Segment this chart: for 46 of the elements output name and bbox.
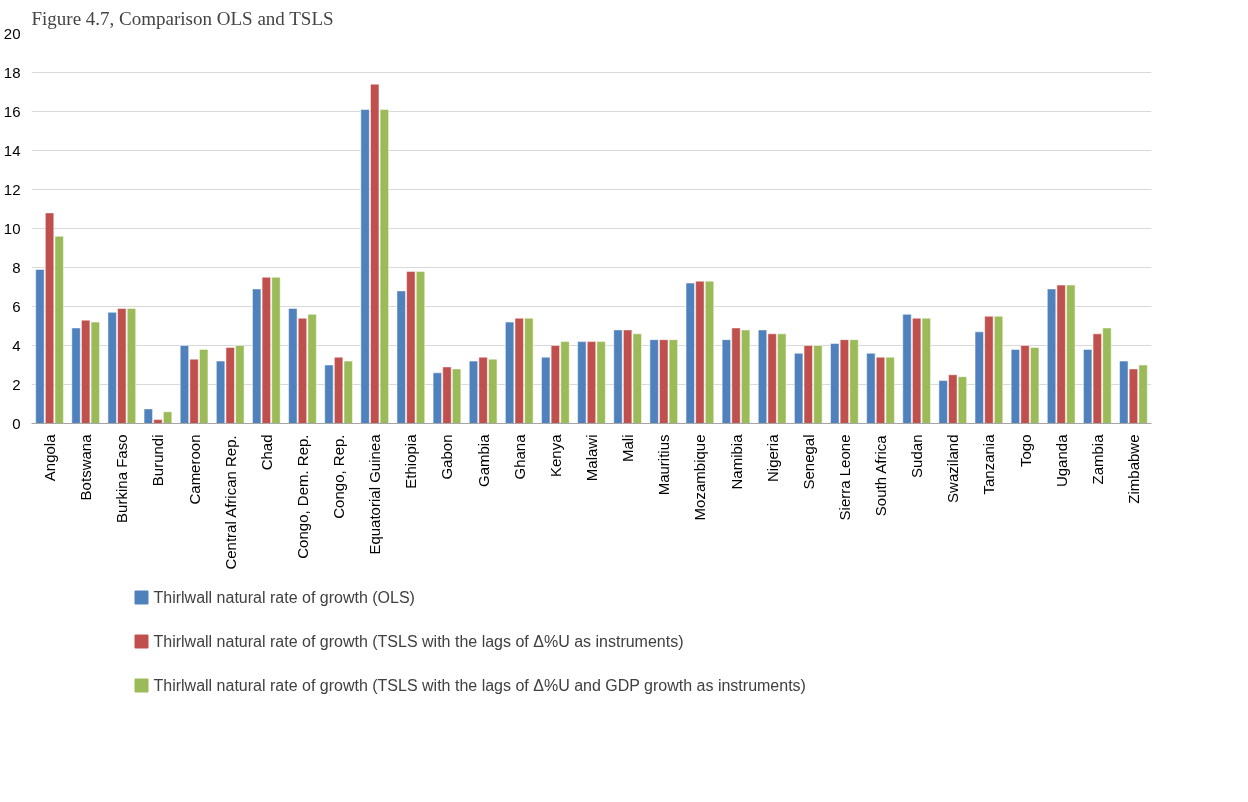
x-tick-label: Swaziland [944, 434, 962, 503]
y-tick-label: 10 [3, 219, 21, 237]
x-tick-label: Ethiopia [402, 433, 420, 489]
y-tick-label: 18 [3, 63, 21, 81]
x-tick-label: Equatorial Guinea [366, 433, 384, 555]
y-tick-label: 8 [12, 258, 21, 276]
x-tick-label: Angola [41, 433, 59, 482]
x-tick-label: Botswana [77, 433, 95, 501]
y-tick-label: 0 [12, 414, 21, 432]
x-tick-label: Cameroon [185, 434, 203, 505]
x-tick-label: Zambia [1088, 433, 1106, 485]
y-tick-label: 20 [3, 24, 21, 42]
x-tick-label: Central African Rep. [221, 435, 239, 570]
x-tick-label: Mauritius [655, 434, 673, 496]
y-tick-label: 12 [3, 180, 21, 198]
x-tick-label: Sierra Leone [835, 434, 853, 521]
x-tick-label: Senegal [799, 434, 817, 490]
x-tick-label: Congo, Dem. Rep. [293, 434, 311, 559]
chart-title: Figure 4.7, Comparison OLS and TSLS [31, 7, 334, 29]
y-tick-label: 6 [12, 297, 21, 315]
x-tick-label: Mozambique [691, 434, 709, 521]
x-tick-label: Togo [1016, 434, 1034, 468]
x-tick-label: Congo, Rep. [330, 434, 348, 519]
y-tick-label: 2 [12, 375, 21, 393]
legend-label: Thirlwall natural rate of growth (OLS) [153, 589, 415, 606]
x-tick-label: Malawi [583, 434, 600, 482]
legend-label: Thirlwall natural rate of growth (TSLS with the lags of Δ%U and GDP growth as instruments) [153, 677, 806, 694]
y-tick-label: 4 [12, 336, 21, 354]
y-tick-label: 16 [3, 102, 21, 120]
y-tick-label: 14 [3, 141, 21, 159]
legend-label: Thirlwall natural rate of growth (TSLS with the lags of Δ%U as instruments) [153, 633, 684, 650]
x-tick-label: Mali [619, 434, 637, 462]
x-tick-label: Tanzania [980, 433, 998, 495]
x-tick-label: Uganda [1052, 433, 1070, 488]
x-tick-label: Namibia [727, 433, 745, 490]
x-tick-label: Ghana [510, 433, 528, 480]
x-tick-label: Gambia [474, 433, 492, 488]
x-tick-label: Kenya [546, 433, 564, 478]
x-tick-label: South Africa [872, 434, 890, 517]
x-tick-label: Zimbabwe [1124, 434, 1142, 504]
x-tick-label: Burundi [149, 434, 167, 487]
x-tick-label: Nigeria [763, 433, 781, 483]
x-tick-label: Burkina Faso [113, 434, 131, 523]
x-tick-label: Chad [257, 434, 275, 471]
x-tick-label: Gabon [438, 434, 456, 480]
x-tick-label: Sudan [908, 434, 926, 478]
